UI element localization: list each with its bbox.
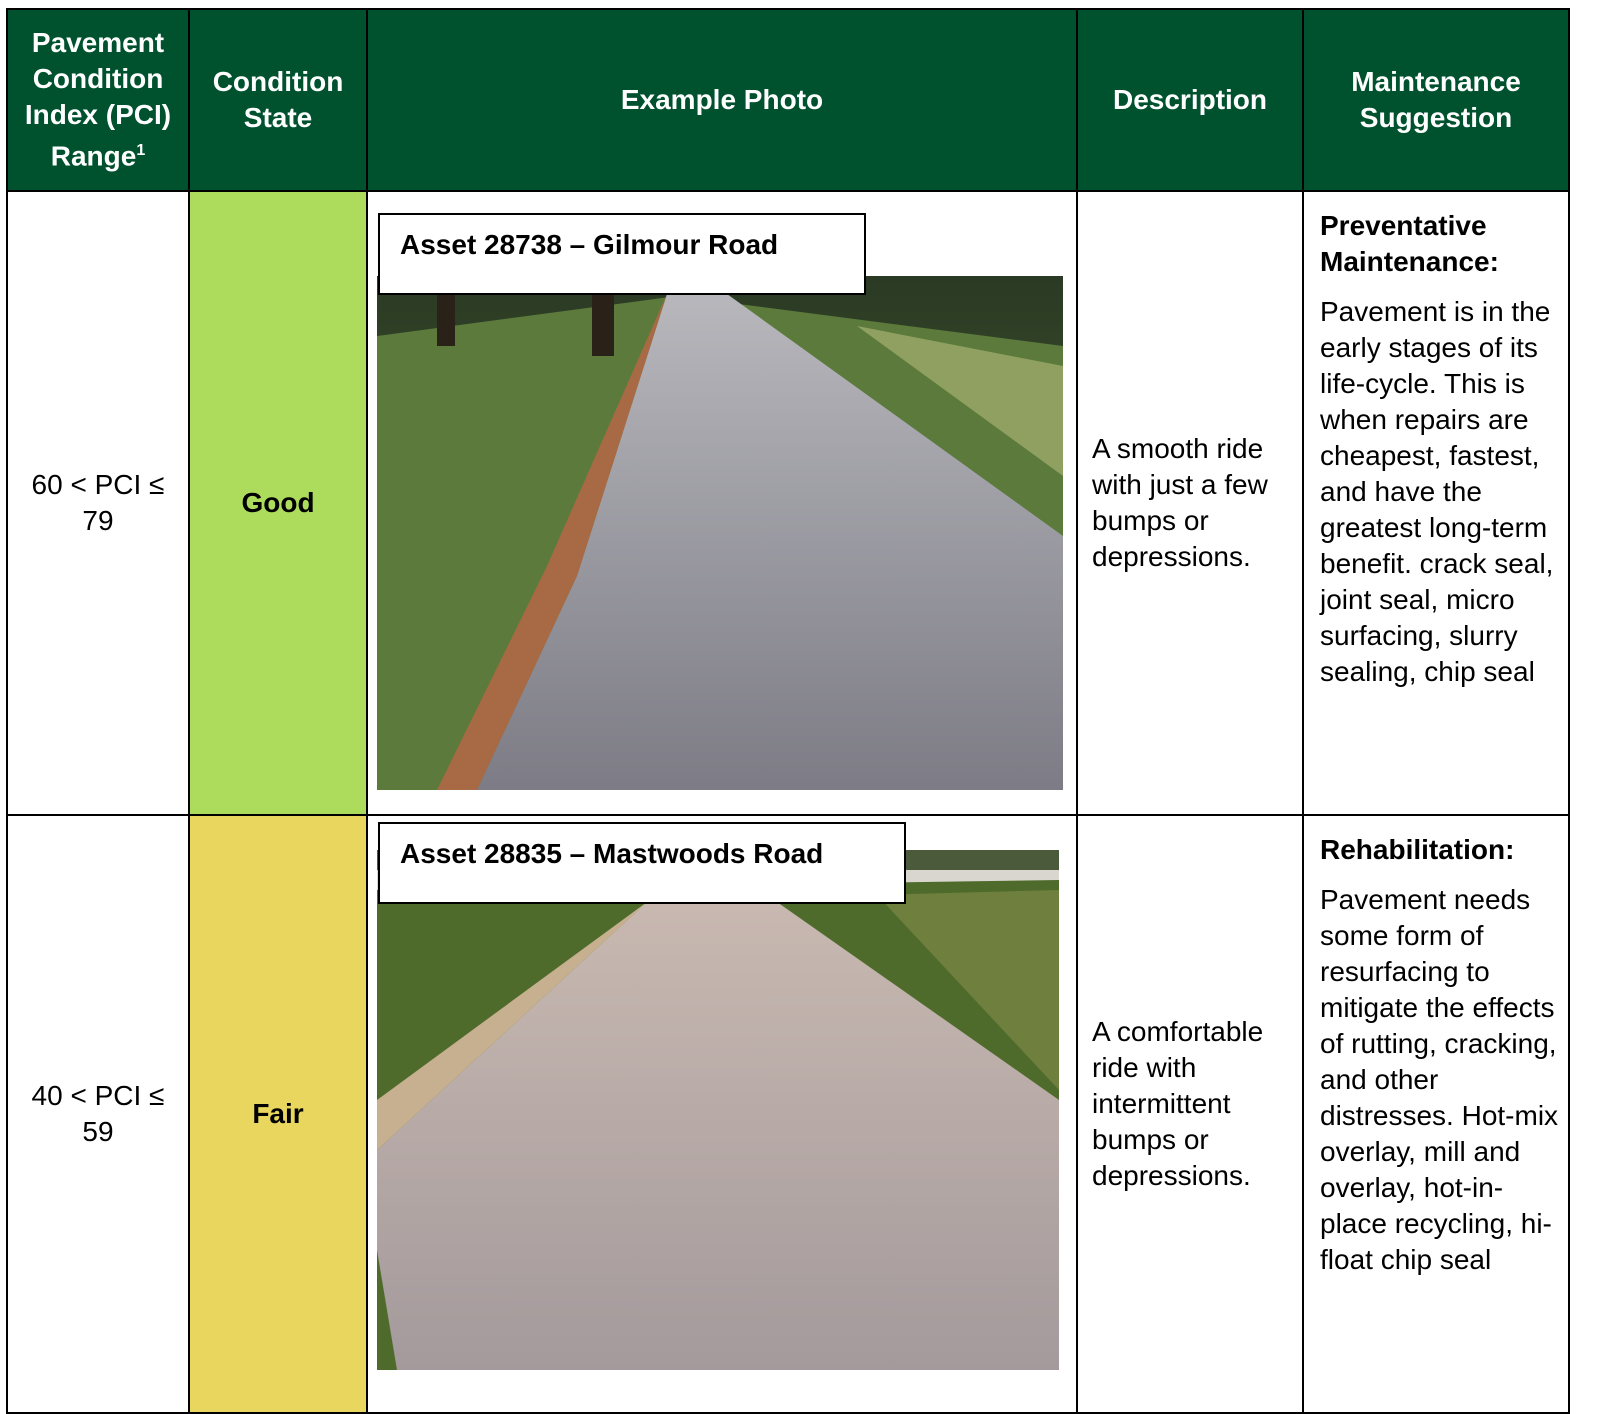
condition: Good	[241, 487, 315, 518]
pci-range: 60 < PCI ≤ 79	[31, 469, 165, 536]
condition-cell: Good	[188, 190, 368, 816]
description-cell: A comfortable ride with intermittent bum…	[1076, 814, 1304, 1414]
header-label: Maintenance Suggestion	[1351, 66, 1521, 133]
header-text: Pavement Condition Index (PCI) Range1	[23, 25, 173, 174]
maintenance-cell: Rehabilitation: Pavement needs some form…	[1302, 814, 1570, 1414]
condition-cell: Fair	[188, 814, 368, 1414]
header-cell: Description	[1076, 8, 1304, 192]
road-photo	[377, 850, 1059, 1370]
description-cell: A smooth ride with just a few bumps or d…	[1076, 190, 1304, 816]
header-label: Example Photo	[620, 84, 824, 115]
condition: Fair	[252, 1098, 304, 1129]
description: A smooth ride with just a few bumps or d…	[1092, 433, 1268, 572]
header-cell: Maintenance Suggestion	[1302, 8, 1570, 192]
header-cell: Pavement Condition Index (PCI) Range1	[6, 8, 190, 192]
pci-range: 40 < PCI ≤ 59	[31, 1080, 165, 1147]
maintenance-title: Rehabilitation:	[1320, 834, 1515, 865]
maintenance-title: Preventative Maintenance:	[1320, 210, 1499, 277]
header-label: Condition State	[212, 66, 344, 133]
maintenance-cell: Preventative Maintenance: Pavement is in…	[1302, 190, 1570, 816]
header-cell: Condition State	[188, 8, 368, 192]
road-photo	[377, 276, 1063, 790]
pci-cell: 60 < PCI ≤ 79	[6, 190, 190, 816]
description: A comfortable ride with intermittent bum…	[1092, 1016, 1264, 1191]
maintenance-text: Pavement needs some form of resurfacing …	[1320, 884, 1559, 1275]
header-label: Description	[1112, 84, 1268, 115]
maintenance-text: Pavement is in the early stages of its l…	[1320, 296, 1554, 687]
pci-cell: 40 < PCI ≤ 59	[6, 814, 190, 1414]
header-cell: Example Photo	[366, 8, 1078, 192]
photo-caption: Asset 28835 – Mastwoods Road	[378, 822, 906, 904]
header-label: Pavement Condition Index (PCI) Range	[24, 27, 172, 172]
photo-caption: Asset 28738 – Gilmour Road	[378, 213, 866, 295]
footnote-mark: 1	[136, 142, 146, 160]
